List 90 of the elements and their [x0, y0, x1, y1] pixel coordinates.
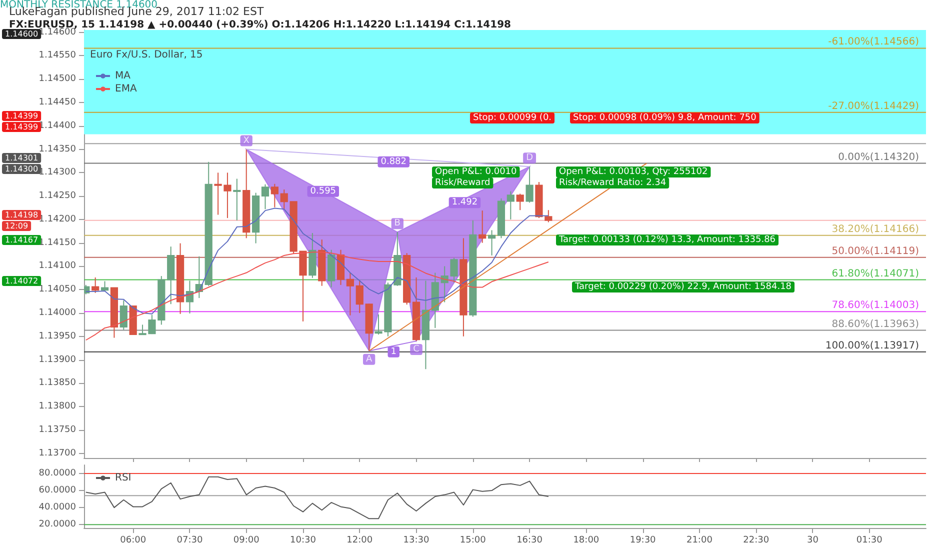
annotation: 0.882 — [380, 156, 406, 167]
y-tick-label: 1.14550 — [38, 50, 76, 61]
line-series — [85, 252, 549, 341]
candlestick — [478, 210, 486, 244]
text: 1.14300 — [5, 164, 38, 174]
legend-title: Euro Fx/U.S. Dollar, 15 — [90, 50, 203, 60]
x-tick-label: 16:30 — [516, 536, 543, 546]
ref-line-label: -27.00%(1.14429) — [828, 100, 920, 112]
annotation: 1 — [390, 346, 396, 357]
chart-subtitle: FX:EURUSD, 15 1.14198 ▲ +0.00440 (+0.39%) O:1.14206 H:1.14220 L:1.14194 C:1.14198 — [9, 20, 512, 30]
data-label: A — [366, 354, 373, 364]
data-label: X — [243, 136, 250, 146]
annotation: Open P&L: 0.00103, Qty: 255102 — [559, 167, 708, 177]
y-tick-label: 1.14500 — [38, 74, 76, 84]
candlestick — [280, 189, 288, 210]
x-tick-label: 21:00 — [686, 536, 713, 546]
ref-line-label: 100.00%(1.13917) — [825, 340, 920, 352]
text: 1.14399 — [5, 122, 38, 132]
y-tick-label: 60.0000 — [38, 486, 76, 496]
candlestick — [346, 272, 354, 316]
annotation: 0.595 — [310, 186, 336, 196]
candlestick — [261, 184, 270, 210]
x-tick-label: 09:00 — [233, 536, 260, 546]
y-tick-label: 1.14350 — [38, 144, 76, 154]
text: 1.14167 — [5, 236, 38, 244]
y-tick-label: 1.14150 — [38, 238, 76, 248]
y-tick-label: 1.14200 — [38, 214, 76, 224]
x-tick-label: 30 — [807, 536, 819, 546]
y-tick-label: 1.14450 — [38, 98, 76, 108]
text: 1.14399 — [5, 112, 38, 120]
x-tick-label: 18:00 — [573, 536, 600, 546]
annotation: Target: 0.00133 (0.12%) 13.3, Amount: 1335.86 — [558, 235, 776, 245]
candlestick — [233, 178, 241, 221]
x-tick-label: 01:30 — [856, 536, 883, 546]
ref-line-label: 88.60%(1.13963) — [832, 318, 920, 330]
candlestick — [516, 193, 524, 211]
y-tick-label: 1.14300 — [38, 168, 76, 178]
ref-line-label: 61.80%(1.14071) — [832, 268, 920, 280]
y-tick-label: 20.0000 — [38, 520, 76, 530]
annotation: Risk/Reward Ratio: 2.34 — [559, 178, 666, 188]
annotation: Stop: 0.00098 (0.09%) 9.8, Amount: 750 — [573, 113, 757, 123]
annotation: Risk/Reward — [435, 178, 490, 188]
y-tick-label: 80.0000 — [38, 468, 76, 479]
x-tick-label: 10:30 — [290, 536, 316, 546]
candlestick — [526, 166, 534, 204]
y-tick-label: 1.13700 — [38, 448, 76, 458]
text: 12:09 — [5, 222, 28, 230]
x-tick-label: 19:30 — [630, 536, 656, 546]
legend-label: RSI — [115, 472, 132, 484]
y-tick-label: 1.14100 — [38, 261, 76, 272]
candlestick — [506, 190, 514, 220]
y-tick-label: 1.13900 — [38, 354, 76, 365]
data-label: C — [413, 344, 420, 355]
ref-line-label: 0.00%(1.14320) — [838, 152, 920, 163]
text: 1.14198 — [5, 210, 38, 220]
ref-line-label: -61.00%(1.14566) — [828, 36, 920, 48]
text: 1.14301 — [5, 154, 38, 162]
data-label: B — [394, 218, 400, 229]
x-tick-label: 12:00 — [346, 536, 373, 546]
text: 1.14600 — [5, 30, 38, 38]
text: 1.14072 — [5, 276, 38, 286]
y-tick-label: 1.14050 — [38, 284, 76, 295]
candlestick — [100, 280, 109, 292]
x-tick-label: 22:30 — [743, 536, 770, 546]
y-tick-label: 1.13850 — [38, 378, 76, 388]
candlestick — [120, 300, 128, 330]
ref-line-label: 38.20%(1.14166) — [832, 224, 920, 235]
y-tick-label: 1.13800 — [38, 402, 76, 412]
data-label: D — [526, 153, 534, 164]
candlestick — [488, 230, 496, 256]
ref-line-label: 78.60%(1.14003) — [832, 300, 920, 312]
y-tick-label: 1.14000 — [38, 308, 76, 318]
candlestick — [356, 280, 364, 314]
x-tick-label: 15:00 — [460, 536, 486, 546]
candlestick — [270, 183, 278, 208]
x-tick-label: 07:30 — [176, 536, 203, 546]
ref-line-label: 50.00%(1.14119) — [832, 246, 920, 257]
y-tick-label: 1.13750 — [38, 424, 76, 435]
y-tick-label: 1.13950 — [38, 331, 76, 342]
x-tick-label: 06:00 — [120, 536, 146, 546]
y-tick-label: 40.0000 — [38, 502, 76, 513]
annotation: Stop: 0.00099 (0. — [473, 113, 552, 123]
legend-label: EMA — [115, 84, 137, 94]
annotation: Open P&L: 0.0010 — [435, 167, 518, 177]
candlestick — [92, 276, 100, 294]
annotation: 1.492 — [452, 198, 478, 208]
annotation: Target: 0.00229 (0.20%) 22.9, Amount: 1584.18 — [574, 282, 792, 292]
x-tick-label: 13:30 — [403, 536, 430, 546]
legend-label: MA — [115, 70, 131, 82]
y-tick-label: 1.14250 — [38, 191, 76, 202]
